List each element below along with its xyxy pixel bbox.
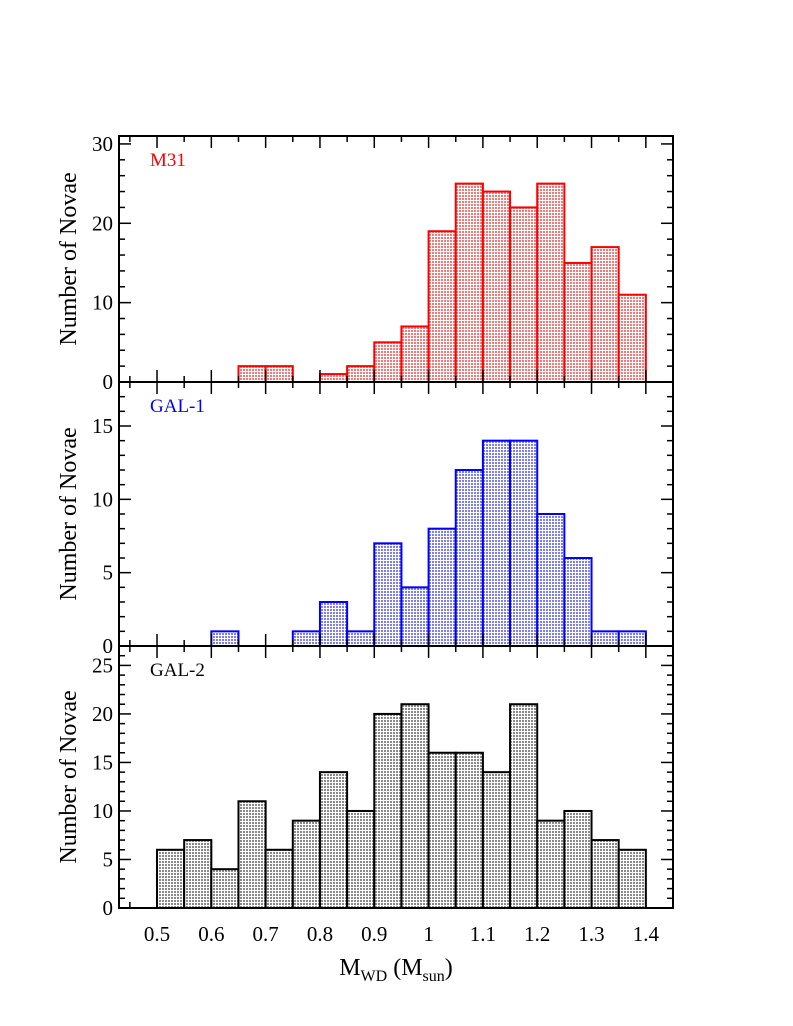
y-tick-label: 0 <box>103 370 114 394</box>
histogram-bar <box>536 819 566 910</box>
y-tick-label: 30 <box>92 132 113 156</box>
x-tick-label: 0.7 <box>253 922 279 946</box>
y-tick-label: 10 <box>92 487 113 511</box>
y-ticks-gal-2: 0 5 10 15 20 25 <box>92 645 673 920</box>
panel-label-m31: M31 <box>150 150 186 171</box>
histogram-bar <box>617 293 647 384</box>
histogram-bar <box>237 365 267 383</box>
y-tick-label: 25 <box>92 653 113 677</box>
histogram-bar <box>481 190 512 383</box>
histogram-bars-m31 <box>237 182 647 384</box>
histogram-bar <box>563 261 593 383</box>
histogram-bar <box>400 586 430 647</box>
x-tick-label: 0.8 <box>307 922 333 946</box>
y-axis-title-m31: Number of Novae <box>56 172 82 345</box>
histogram-bar <box>590 630 620 647</box>
x-tick-label: 1.1 <box>470 922 496 946</box>
y-tick-label: 20 <box>92 211 113 235</box>
histogram-bar <box>481 771 512 909</box>
histogram-bar <box>509 703 539 909</box>
x-tick-label: 1.4 <box>633 922 660 946</box>
x-tick-labels: 0.5 0.6 0.7 0.8 0.9 1 1.1 1.2 1.3 1.4 <box>144 922 660 946</box>
x-axis-title-end: ) <box>445 955 453 981</box>
y-tick-label: 5 <box>103 561 114 585</box>
histogram-bar <box>373 341 403 383</box>
histogram-bar <box>454 469 484 647</box>
histogram-bar <box>373 542 403 647</box>
histogram-bar <box>454 751 484 909</box>
histogram-bar <box>590 839 620 910</box>
y-tick-label: 0 <box>103 896 114 920</box>
panel-m31: 0 10 20 30 Number of Novae M31 <box>56 132 674 394</box>
histogram-bar <box>318 601 349 647</box>
histogram-bar <box>264 848 294 909</box>
y-ticks-m31: 0 10 20 30 <box>92 132 673 394</box>
histogram-bar <box>590 246 620 383</box>
histogram-bar <box>318 373 349 383</box>
x-tick-label: 0.6 <box>198 922 224 946</box>
y-tick-label: 15 <box>92 414 113 438</box>
x-axis-title: MWD (Msun) <box>339 955 453 985</box>
y-tick-label: 0 <box>103 634 114 658</box>
histogram-bar <box>617 848 647 909</box>
y-tick-label: 10 <box>92 799 113 823</box>
histogram-bar <box>264 365 294 383</box>
x-tick-label: 1 <box>423 922 434 946</box>
histogram-bar <box>346 809 376 909</box>
y-tick-label: 10 <box>92 291 113 315</box>
x-tick-label: 0.9 <box>361 922 387 946</box>
histogram-bar <box>563 809 593 909</box>
x-axis-title-mid: (M <box>387 955 422 981</box>
histogram-bar <box>291 819 321 910</box>
x-tick-label: 1.2 <box>524 922 550 946</box>
histogram-bar <box>318 771 349 909</box>
histogram-bar <box>400 325 430 383</box>
panel-gal-1: 0 5 10 15 Number of Novae GAL-1 <box>56 381 674 658</box>
histogram-bar <box>509 206 539 383</box>
histogram-bar <box>156 848 186 909</box>
x-axis-title-sub: WD <box>361 968 388 985</box>
panel-label-gal-2: GAL-2 <box>150 660 205 681</box>
histogram-bars-gal-1 <box>210 439 647 648</box>
histogram-bar <box>210 630 240 647</box>
y-tick-label: 20 <box>92 702 113 726</box>
histogram-bar <box>373 712 403 909</box>
x-ticks-gal-2 <box>129 646 674 908</box>
x-axis-title-sub2: sun <box>423 968 445 985</box>
histogram-bar <box>509 439 539 647</box>
histogram-bar <box>427 230 457 383</box>
y-axis-title-gal-2: Number of Novae <box>56 690 82 863</box>
histogram-bar <box>427 527 457 648</box>
histogram-bar <box>210 868 240 909</box>
y-axis-title-gal-1: Number of Novae <box>56 427 82 600</box>
panel-gal-2: 0 5 10 15 20 25 Number of Novae GAL-2 <box>56 645 674 920</box>
y-tick-label: 5 <box>103 847 114 871</box>
x-tick-label: 0.5 <box>144 922 170 946</box>
histogram-bar <box>536 182 566 383</box>
histogram-bar <box>237 800 267 910</box>
x-axis-title-main: M <box>339 955 360 981</box>
x-tick-label: 1.3 <box>578 922 604 946</box>
x-ticks-gal-1 <box>129 382 674 646</box>
plot-frame-gal-2 <box>118 645 674 909</box>
histogram-bar <box>536 513 566 647</box>
histogram-bar <box>183 839 213 910</box>
histogram-bar <box>400 703 430 909</box>
histogram-bar <box>346 365 376 383</box>
histogram-bar <box>454 182 484 383</box>
histogram-bar <box>481 439 512 647</box>
histogram-bars-gal-2 <box>156 703 647 910</box>
histogram-bar <box>346 630 376 647</box>
histogram-bar <box>427 751 457 909</box>
panel-label-gal-1: GAL-1 <box>150 396 205 417</box>
histogram-bar <box>617 630 647 647</box>
y-tick-label: 15 <box>92 750 113 774</box>
histogram-bar <box>291 630 321 647</box>
histogram-bar <box>563 557 593 647</box>
